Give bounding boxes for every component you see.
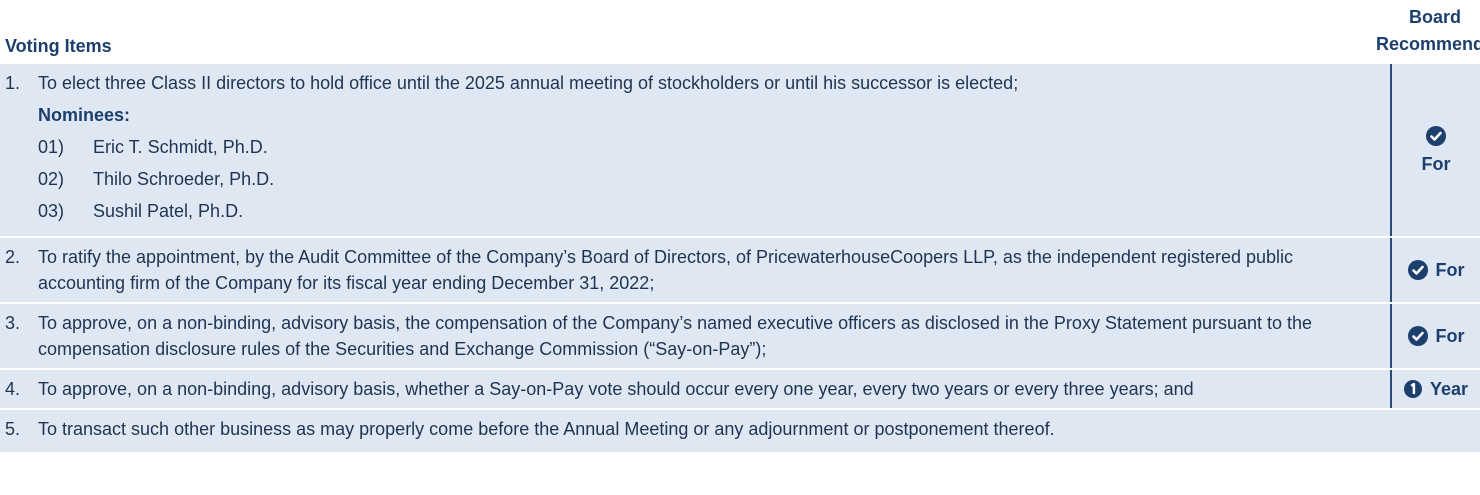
item-text: To ratify the appointment, by the Audit … (38, 247, 1294, 293)
recommendation-cell: For (1390, 238, 1480, 302)
item-text: To approve, on a non-binding, advisory b… (38, 313, 1313, 359)
check-icon (1407, 326, 1428, 346)
item-number: 3. (5, 313, 21, 333)
check-icon (1407, 260, 1428, 280)
recommendation: For (1435, 259, 1465, 280)
check-icon (1426, 125, 1446, 146)
nominee: 01) Eric T. Schmidt, Ph.D. (38, 134, 1390, 160)
item-number: 4. (5, 379, 21, 399)
item-number: 2. (5, 247, 21, 267)
recommendation: For (1421, 153, 1451, 174)
recommendation: Year (1429, 378, 1469, 399)
nominees-label: Nominees: (38, 105, 131, 125)
recommendation: For (1435, 325, 1465, 346)
table-row: 2. To ratify the appointment, by the Audi… (0, 236, 1480, 302)
table-header: Voting Items Board Recommends (0, 0, 1480, 62)
item-cell: 2. To ratify the appointment, by the Audi… (0, 238, 1390, 302)
item-number: 1. (5, 73, 21, 93)
nominee: 03) Sushil Patel, Ph.D. (38, 198, 1390, 224)
nominee-name: Sushil Patel, Ph.D. (93, 201, 244, 221)
table-row: 1. To elect three Class II directors to h… (0, 62, 1480, 236)
table-body: 1. To elect three Class II directors to h… (0, 62, 1480, 452)
nominee-number: 01) (38, 137, 65, 157)
nominee: 02) Thilo Schroeder, Ph.D. (38, 166, 1390, 192)
recommendation-cell: For (1390, 304, 1480, 368)
item-cell: 4. To approve, on a non-binding, advisory… (0, 370, 1390, 408)
table-row: 5. To transact such other business as may… (0, 408, 1480, 452)
item-cell: 3. To approve, on a non-binding, advisory… (0, 304, 1390, 368)
nominee-name: Eric T. Schmidt, Ph.D. (93, 137, 268, 157)
nominee-number: 02) (38, 169, 65, 189)
item-text: To elect three Class II directors to hol… (38, 73, 1019, 93)
item-text: To approve, on a non-binding, advisory b… (38, 379, 1194, 399)
one-icon (1403, 380, 1422, 398)
item-line: 5. To transact such other business as may… (5, 416, 1480, 442)
table-row: 4. To approve, on a non-binding, advisory… (0, 368, 1480, 408)
item-line: 4. To approve, on a non-binding, advisory… (5, 376, 1390, 402)
nominee-name: Thilo Schroeder, Ph.D. (93, 169, 275, 189)
item-line: 1. To elect three Class II directors to h… (5, 70, 1390, 96)
recommendation-cell: For (1390, 64, 1480, 236)
board-recommends-header: Board Recommends (1375, 7, 1480, 54)
nominee-number: 03) (38, 201, 65, 221)
item-line: 3. To approve, on a non-binding, advisory… (5, 310, 1390, 362)
item-cell: 1. To elect three Class II directors to h… (0, 64, 1390, 236)
voting-items-header: Voting Items (5, 36, 112, 56)
item-number: 5. (5, 419, 21, 439)
table-row: 3. To approve, on a non-binding, advisory… (0, 302, 1480, 368)
item-line: 2. To ratify the appointment, by the Audi… (5, 244, 1390, 296)
item-cell: 5. To transact such other business as may… (0, 410, 1480, 448)
item-text: To transact such other business as may p… (38, 419, 1055, 439)
recommendation-cell: Year (1390, 370, 1480, 408)
